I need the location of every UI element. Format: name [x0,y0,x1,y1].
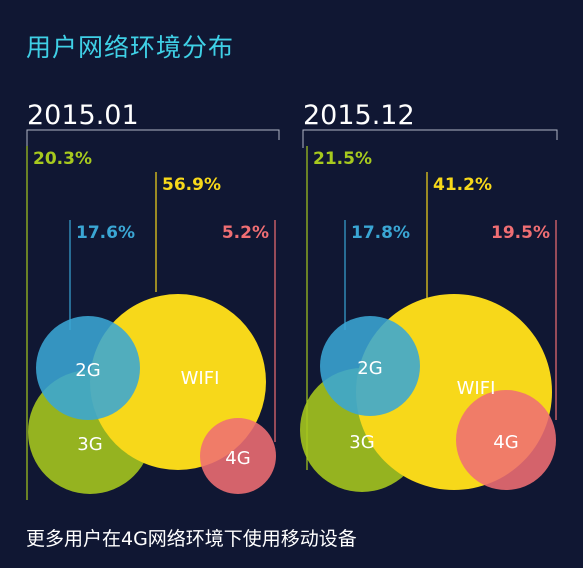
bubble-label-3g: 3G [77,434,102,455]
value-label-wifi: 41.2% [433,175,492,195]
bubble-label-wifi: WIFI [181,368,220,389]
value-label-4g: 5.2% [222,223,269,243]
bubble-2g [36,316,140,420]
period-divider-line [302,129,558,148]
period-label: 2015.12 [303,100,415,131]
bubble-label-wifi: WIFI [457,378,496,399]
chart-panel-1: 2015.12 3G WIFI 2G 4G 21.5% 17.8% 41.2% 19.5% [300,100,558,492]
period-divider-line [26,129,280,148]
bubble-2g [320,316,420,416]
value-label-2g: 17.8% [351,223,410,243]
bubble-label-4g: 4G [225,448,250,469]
bubble-label-2g: 2G [357,358,382,379]
value-label-4g: 19.5% [491,223,550,243]
value-label-3g: 20.3% [33,149,92,169]
footer-caption: 更多用户在4G网络环境下使用移动设备 [26,528,357,550]
value-label-2g: 17.6% [76,223,135,243]
bubble-label-3g: 3G [349,432,374,453]
period-label: 2015.01 [27,100,139,131]
bubble-label-2g: 2G [75,360,100,381]
chart-title: 用户网络环境分布 [26,33,235,62]
bubble-4g [456,390,556,490]
bubble-4g [200,418,276,494]
chart-panel-0: 2015.01 3G WIFI 2G 4G 20.3% 17.6% 56.9% 5.2% [26,100,280,500]
bubble-label-4g: 4G [493,432,518,453]
value-label-wifi: 56.9% [162,175,221,195]
value-label-3g: 21.5% [313,149,372,169]
